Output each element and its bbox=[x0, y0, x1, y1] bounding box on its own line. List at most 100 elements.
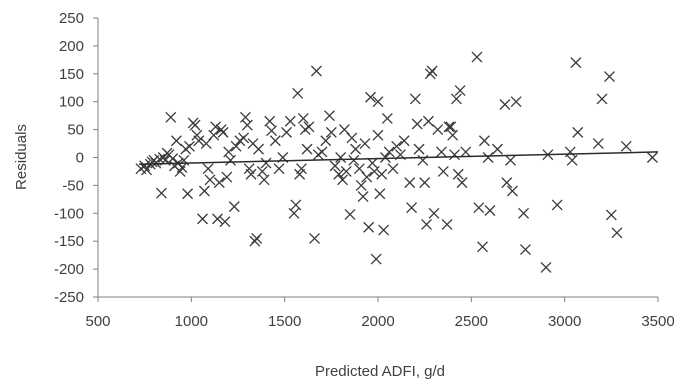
data-point bbox=[212, 214, 222, 224]
data-point bbox=[156, 188, 166, 198]
data-point bbox=[324, 111, 334, 121]
data-point bbox=[567, 155, 577, 165]
data-point bbox=[209, 130, 219, 140]
data-point bbox=[519, 208, 529, 218]
data-point bbox=[229, 202, 239, 212]
data-point bbox=[242, 120, 252, 130]
data-point bbox=[621, 141, 631, 151]
data-point bbox=[500, 99, 510, 109]
data-point bbox=[356, 180, 366, 190]
data-point bbox=[427, 66, 437, 76]
data-point bbox=[502, 178, 512, 188]
data-point bbox=[422, 219, 432, 229]
data-point bbox=[436, 147, 446, 157]
data-point bbox=[224, 147, 234, 157]
data-point bbox=[338, 175, 348, 185]
data-point bbox=[373, 130, 383, 140]
data-point bbox=[380, 153, 390, 163]
data-point bbox=[298, 113, 308, 123]
data-point bbox=[571, 58, 581, 68]
data-point bbox=[384, 147, 394, 157]
x-tick-label: 3500 bbox=[641, 313, 674, 330]
data-point bbox=[183, 189, 193, 199]
data-point bbox=[565, 147, 575, 157]
data-point bbox=[410, 94, 420, 104]
data-point bbox=[226, 155, 236, 165]
data-point bbox=[302, 144, 312, 154]
data-point bbox=[379, 225, 389, 235]
data-point bbox=[485, 206, 495, 216]
data-point bbox=[203, 164, 213, 174]
data-point bbox=[291, 200, 301, 210]
data-point bbox=[388, 164, 398, 174]
data-point bbox=[429, 208, 439, 218]
data-point bbox=[506, 155, 516, 165]
x-tick-label: 3000 bbox=[548, 313, 581, 330]
data-point bbox=[198, 214, 208, 224]
data-point bbox=[573, 127, 583, 137]
data-point bbox=[336, 153, 346, 163]
data-point bbox=[311, 66, 321, 76]
data-point bbox=[254, 144, 264, 154]
data-point bbox=[392, 141, 402, 151]
data-point bbox=[405, 178, 415, 188]
data-point bbox=[267, 126, 277, 136]
data-point bbox=[289, 208, 299, 218]
x-axis-label: Predicted ADFI, g/d bbox=[315, 363, 445, 380]
data-point bbox=[214, 178, 224, 188]
data-point bbox=[310, 233, 320, 243]
data-point bbox=[274, 164, 284, 174]
data-point bbox=[375, 189, 385, 199]
data-point bbox=[293, 88, 303, 98]
data-point bbox=[341, 166, 351, 176]
y-tick-label: -100 bbox=[54, 205, 84, 222]
data-point bbox=[364, 222, 374, 232]
y-tick-label: -200 bbox=[54, 261, 84, 278]
y-tick-label: 150 bbox=[59, 66, 84, 83]
data-point bbox=[448, 130, 458, 140]
y-axis-label: Residuals bbox=[13, 124, 30, 190]
data-point bbox=[175, 166, 185, 176]
data-point bbox=[326, 127, 336, 137]
data-point bbox=[433, 125, 443, 135]
data-point bbox=[453, 169, 463, 179]
data-point bbox=[257, 166, 267, 176]
data-point bbox=[507, 186, 517, 196]
data-point bbox=[425, 69, 435, 79]
data-point bbox=[479, 136, 489, 146]
data-point bbox=[199, 186, 209, 196]
y-tick-label: 50 bbox=[67, 122, 84, 139]
data-point bbox=[612, 228, 622, 238]
data-point bbox=[282, 127, 292, 137]
y-tick-label: -150 bbox=[54, 233, 84, 250]
data-point bbox=[606, 210, 616, 220]
data-point bbox=[304, 122, 314, 132]
data-point bbox=[222, 172, 232, 182]
data-point bbox=[461, 147, 471, 157]
data-point bbox=[171, 136, 181, 146]
data-point bbox=[321, 136, 331, 146]
y-tick-label: 100 bbox=[59, 94, 84, 111]
x-tick-label: 2000 bbox=[361, 313, 394, 330]
data-point bbox=[472, 52, 482, 62]
data-point bbox=[239, 133, 249, 143]
data-point bbox=[478, 242, 488, 252]
data-point bbox=[330, 161, 340, 171]
data-point bbox=[166, 112, 176, 122]
y-tick-label: -250 bbox=[54, 289, 84, 306]
data-point bbox=[511, 97, 521, 107]
data-point bbox=[604, 72, 614, 82]
data-point bbox=[360, 139, 370, 149]
data-point bbox=[520, 245, 530, 255]
data-point bbox=[250, 236, 260, 246]
data-point bbox=[414, 144, 424, 154]
x-tick-label: 2500 bbox=[455, 313, 488, 330]
data-point bbox=[442, 219, 452, 229]
data-point bbox=[412, 119, 422, 129]
data-point bbox=[369, 166, 379, 176]
data-point bbox=[382, 113, 392, 123]
data-point bbox=[351, 144, 361, 154]
data-point bbox=[451, 94, 461, 104]
data-point bbox=[541, 262, 551, 272]
